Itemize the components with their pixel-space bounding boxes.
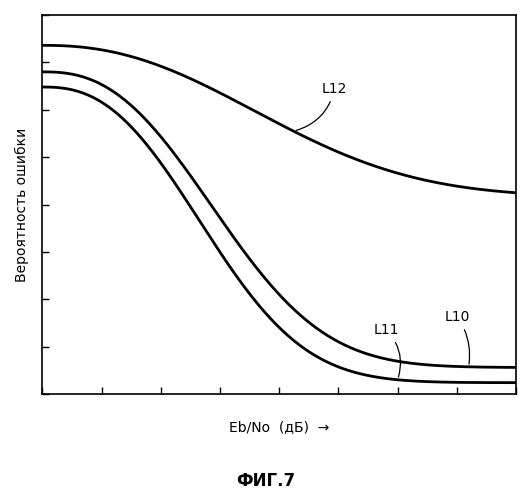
Text: L11: L11 (374, 324, 400, 377)
Text: L10: L10 (445, 310, 470, 364)
Text: L12: L12 (296, 82, 347, 130)
Text: Eb/No  (дБ)  →: Eb/No (дБ) → (229, 420, 329, 434)
Text: ФИГ.7: ФИГ.7 (236, 472, 295, 490)
Y-axis label: Вероятность ошибки: Вероятность ошибки (15, 128, 29, 282)
